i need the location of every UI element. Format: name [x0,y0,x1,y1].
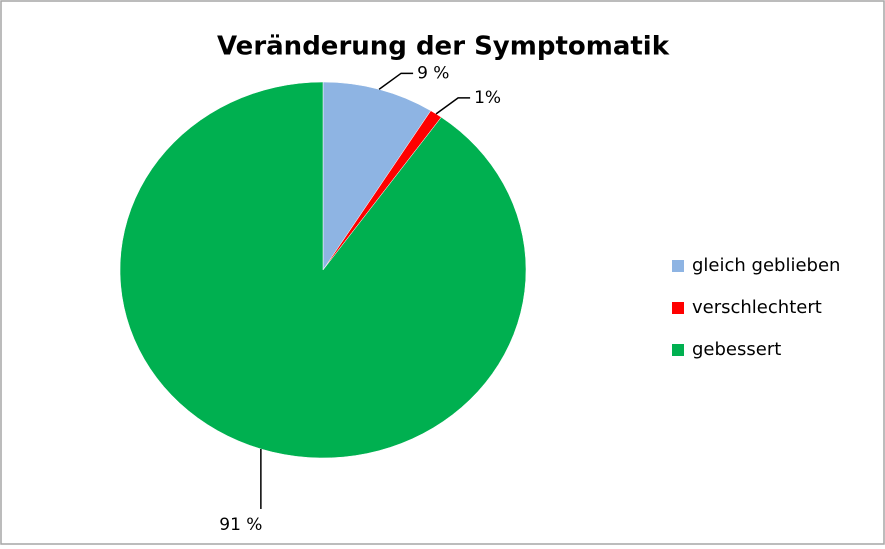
pie-slice [119,81,527,459]
data-label: 91 % [219,515,262,535]
data-label: 1% [474,88,501,108]
legend-swatch [672,302,684,314]
data-label: 9 % [417,63,449,83]
chart-title: Veränderung der Symptomatik [217,32,670,62]
legend-label: gleich geblieben [692,255,840,276]
pie-slice [322,81,432,271]
legend-label: gebessert [692,339,781,360]
leader-line [378,72,414,90]
legend-swatch [672,344,684,356]
legend-swatch [672,260,684,272]
leader-line [435,97,471,115]
legend-label: verschlechtert [692,297,822,318]
